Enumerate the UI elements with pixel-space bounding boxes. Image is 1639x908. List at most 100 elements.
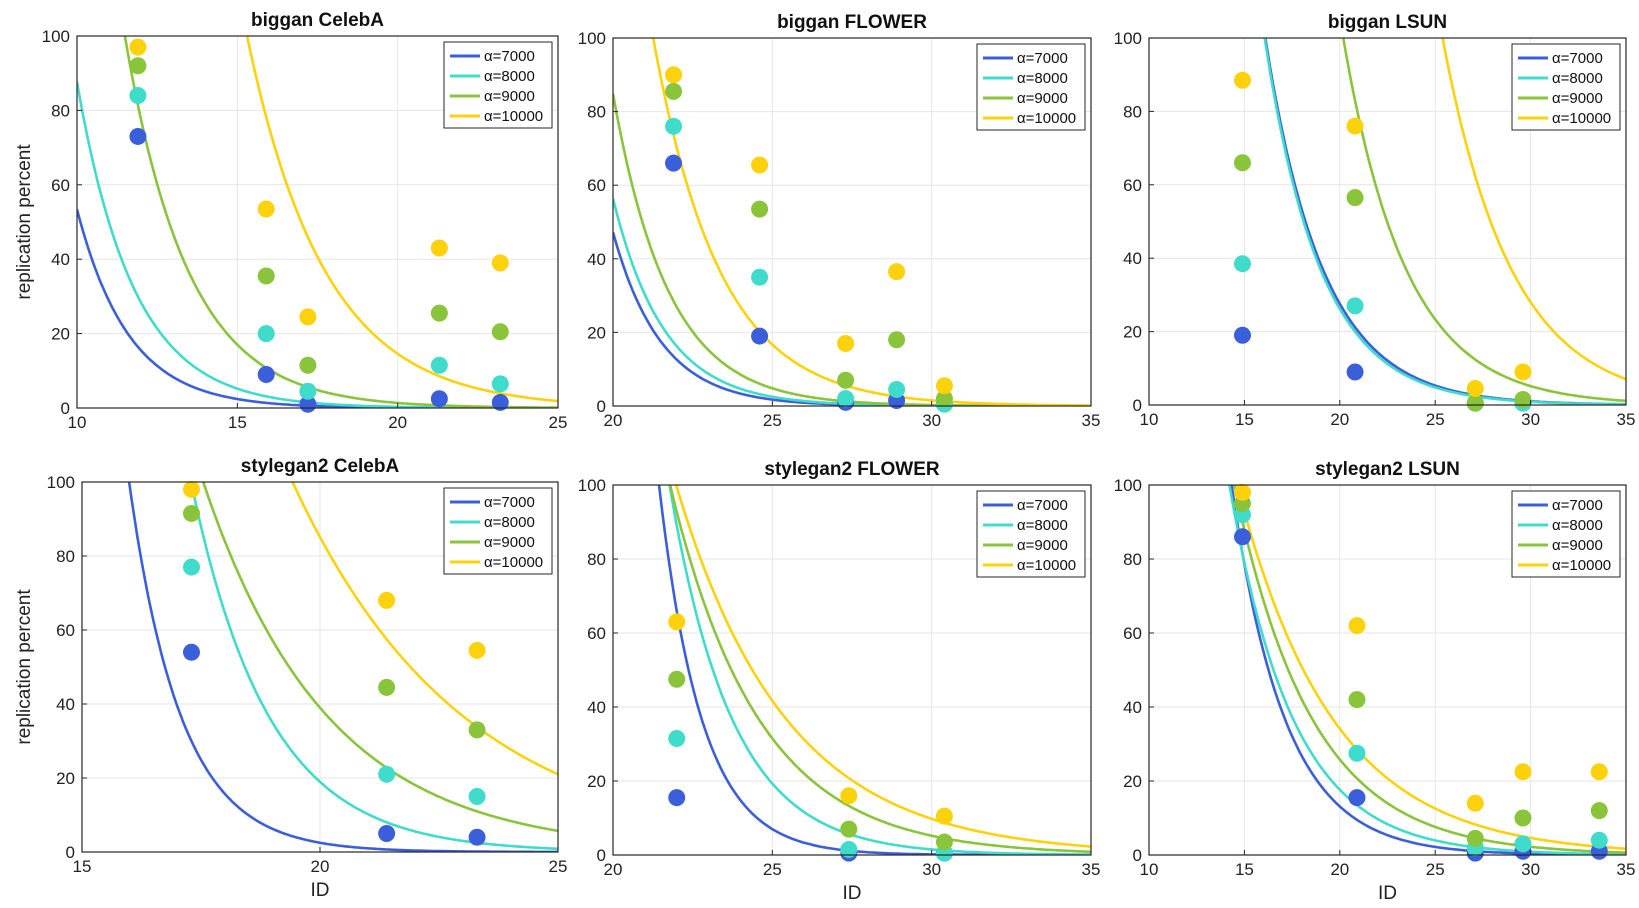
- y-tick-label: 0: [66, 843, 75, 862]
- legend: α=7000 α=8000 α=9000 α=10000: [1511, 43, 1621, 131]
- x-tick-label: 20: [604, 860, 623, 879]
- data-point-alpha-8000: [668, 729, 686, 747]
- data-point-alpha-8000: [491, 375, 509, 393]
- data-point-alpha-7000: [668, 789, 686, 807]
- y-tick-label: 20: [587, 772, 606, 791]
- legend: α=7000 α=8000 α=9000 α=10000: [443, 41, 553, 129]
- data-point-alpha-8000: [1348, 744, 1366, 762]
- y-tick-label: 40: [51, 250, 70, 269]
- data-point-alpha-10000: [1233, 71, 1251, 89]
- legend-entry: α=7000: [1552, 497, 1603, 514]
- data-point-alpha-9000: [1514, 809, 1532, 827]
- legend-entry: α=9000: [1552, 537, 1603, 554]
- data-point-alpha-8000: [299, 382, 317, 400]
- x-tick-label: 30: [1521, 410, 1540, 429]
- y-axis-label: replication percent: [14, 144, 35, 300]
- data-point-alpha-9000: [1466, 829, 1484, 847]
- legend-entry: α=8000: [484, 514, 535, 531]
- data-point-alpha-8000: [751, 268, 769, 286]
- data-point-alpha-8000: [129, 87, 147, 105]
- x-tick-label: 20: [388, 413, 407, 432]
- fit-curve-alpha-9000: [1341, 38, 1626, 403]
- legend-entry: α=10000: [484, 554, 543, 571]
- legend-entry: α=7000: [1017, 50, 1068, 67]
- data-point-alpha-9000: [182, 504, 200, 522]
- data-point-alpha-10000: [1348, 617, 1366, 635]
- data-point-alpha-9000: [1348, 691, 1366, 709]
- legend-entry: α=9000: [1017, 537, 1068, 554]
- y-tick-label: 0: [597, 397, 606, 416]
- data-point-alpha-9000: [468, 721, 486, 739]
- legend-entry: α=10000: [484, 108, 543, 125]
- legend: α=7000 α=8000 α=9000 α=10000: [976, 43, 1086, 131]
- data-point-alpha-7000: [665, 154, 683, 172]
- x-tick-label: 15: [73, 857, 92, 876]
- y-tick-label: 40: [1123, 249, 1142, 268]
- data-point-alpha-8000: [1514, 835, 1532, 853]
- y-axis-label: replication percent: [14, 589, 35, 745]
- data-point-alpha-10000: [665, 66, 683, 84]
- data-point-alpha-10000: [840, 787, 858, 805]
- data-point-alpha-10000: [751, 156, 769, 174]
- fit-curve-alpha-10000: [674, 485, 1091, 848]
- data-point-alpha-8000: [665, 117, 683, 135]
- legend-entry: α=7000: [1552, 50, 1603, 67]
- x-tick-label: 25: [763, 860, 782, 879]
- x-tick-label: 35: [1082, 411, 1101, 430]
- data-point-alpha-7000: [182, 643, 200, 661]
- data-point-alpha-9000: [491, 323, 509, 341]
- data-point-alpha-7000: [257, 366, 275, 384]
- data-point-alpha-10000: [257, 200, 275, 218]
- data-point-alpha-8000: [888, 380, 906, 398]
- data-point-alpha-9000: [935, 833, 953, 851]
- y-tick-label: 100: [47, 473, 75, 492]
- data-point-alpha-10000: [299, 308, 317, 326]
- x-tick-label: 30: [922, 860, 941, 879]
- data-point-alpha-10000: [378, 591, 396, 609]
- y-tick-label: 80: [1123, 102, 1142, 121]
- legend-entry: α=9000: [484, 88, 535, 105]
- data-point-alpha-10000: [1233, 483, 1251, 501]
- data-point-alpha-8000: [1590, 831, 1608, 849]
- data-point-alpha-10000: [1590, 763, 1608, 781]
- data-point-alpha-10000: [935, 807, 953, 825]
- y-tick-label: 40: [56, 695, 75, 714]
- y-tick-label: 60: [587, 624, 606, 643]
- data-point-alpha-7000: [1233, 528, 1251, 546]
- fit-curve-alpha-8000: [1228, 485, 1626, 855]
- legend-entry: α=7000: [1017, 497, 1068, 514]
- data-point-alpha-10000: [182, 480, 200, 498]
- data-point-alpha-10000: [668, 613, 686, 631]
- data-point-alpha-10000: [1514, 763, 1532, 781]
- data-point-alpha-8000: [837, 390, 855, 408]
- data-point-alpha-7000: [1348, 789, 1366, 807]
- axes-box: [1148, 37, 1627, 406]
- data-point-alpha-9000: [257, 267, 275, 285]
- data-point-alpha-8000: [468, 788, 486, 805]
- data-point-alpha-9000: [751, 200, 769, 218]
- y-tick-label: 20: [56, 769, 75, 788]
- y-tick-label: 0: [597, 846, 606, 865]
- x-tick-label: 25: [1426, 410, 1445, 429]
- data-point-alpha-8000: [430, 356, 448, 374]
- legend-entry: α=10000: [1552, 557, 1611, 574]
- data-point-alpha-9000: [1514, 390, 1532, 408]
- y-tick-label: 0: [61, 399, 70, 418]
- x-tick-label: 20: [1330, 410, 1349, 429]
- data-point-alpha-8000: [378, 765, 396, 783]
- y-tick-label: 60: [51, 176, 70, 195]
- y-tick-label: 80: [587, 550, 606, 569]
- fit-curve-alpha-10000: [245, 36, 558, 403]
- y-tick-label: 20: [1123, 772, 1142, 791]
- data-point-alpha-8000: [1346, 297, 1364, 315]
- data-point-alpha-10000: [129, 38, 147, 56]
- y-tick-label: 40: [587, 250, 606, 269]
- data-point-alpha-9000: [129, 57, 147, 75]
- data-point-alpha-10000: [888, 263, 906, 281]
- axes-box: [1148, 484, 1627, 856]
- legend-entry: α=9000: [1017, 90, 1068, 107]
- fit-curve-alpha-9000: [123, 36, 558, 408]
- legend: α=7000 α=8000 α=9000 α=10000: [976, 490, 1086, 578]
- x-axis-label: ID: [311, 880, 330, 901]
